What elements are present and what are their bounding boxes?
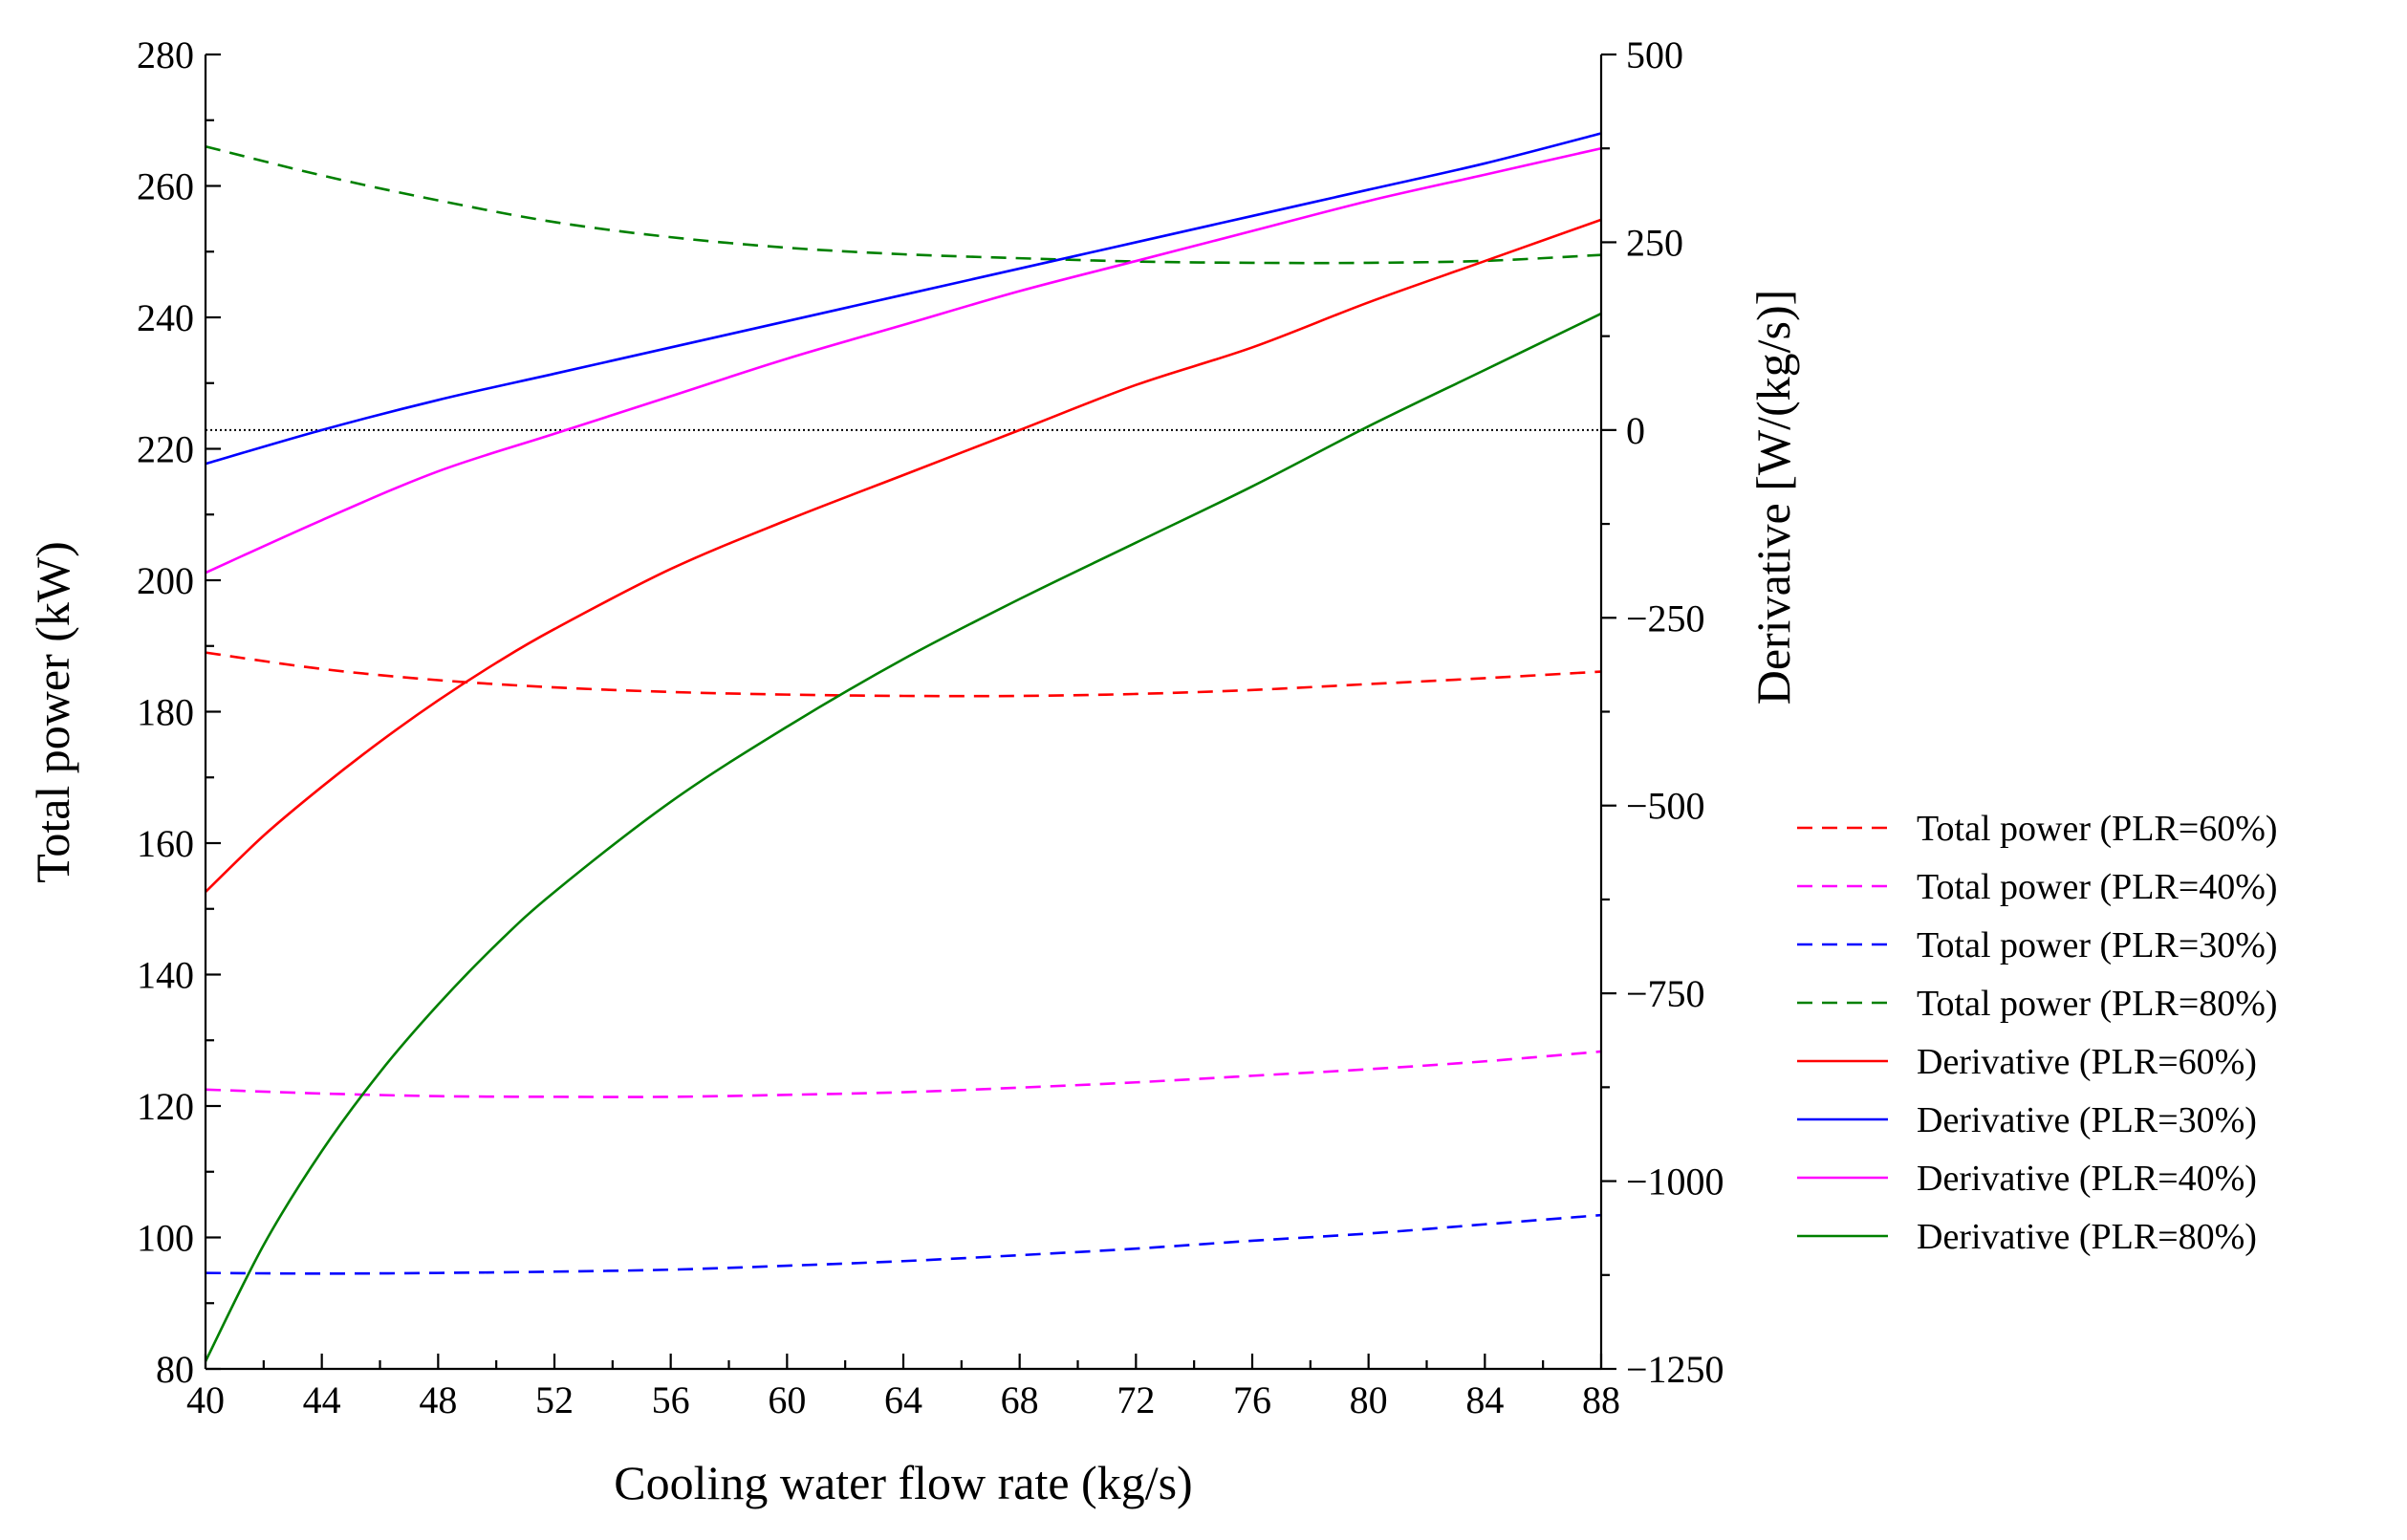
series-layer <box>204 132 1602 1362</box>
series-line-total-power-plr-60 <box>205 651 1602 698</box>
x-tick-label: 80 <box>1350 1378 1388 1421</box>
series-line-derivative-plr-80 <box>204 312 1602 1362</box>
y-left-axis-title: Total power (kW) <box>26 541 79 882</box>
y-right-tick-label: −1000 <box>1626 1160 1724 1204</box>
x-axis-title: Cooling water flow rate (kg/s) <box>614 1456 1192 1509</box>
y-right-tick-label: −500 <box>1626 785 1705 828</box>
x-tick-label: 88 <box>1582 1378 1620 1421</box>
y-right-tick-label: −250 <box>1626 596 1705 640</box>
series-line-derivative-plr-40 <box>205 146 1602 575</box>
series-line-total-power-plr-30 <box>205 1213 1602 1275</box>
legend-label: Derivative (PLR=80%) <box>1917 1217 2257 1257</box>
x-tick-label: 84 <box>1465 1378 1504 1421</box>
x-ticks: 40 44 48 52 56 60 64 68 72 76 80 84 88 <box>186 1354 1620 1421</box>
series-line-total-power-plr-40 <box>205 1050 1602 1098</box>
x-tick-label: 72 <box>1117 1378 1155 1421</box>
series-line-derivative-plr-30 <box>205 132 1602 466</box>
y-left-tick-label: 220 <box>137 428 194 471</box>
legend-label: Total power (PLR=80%) <box>1917 984 2278 1024</box>
y-right-tick-label: 0 <box>1626 409 1645 452</box>
y-left-ticks: 80 100 120 140 160 180 200 220 240 260 280 <box>137 33 221 1391</box>
y-right-tick-label: 250 <box>1626 221 1683 264</box>
y-left-tick-label: 80 <box>156 1348 194 1391</box>
legend-label: Total power (PLR=60%) <box>1917 809 2278 849</box>
y-left-tick-label: 260 <box>137 165 194 208</box>
legend-label: Total power (PLR=30%) <box>1917 925 2278 965</box>
x-tick-label: 56 <box>652 1378 690 1421</box>
y-left-tick-label: 180 <box>137 691 194 734</box>
legend-label: Derivative (PLR=40%) <box>1917 1159 2257 1199</box>
y-left-tick-label: 140 <box>137 954 194 997</box>
x-tick-label: 64 <box>884 1378 922 1421</box>
x-tick-label: 60 <box>768 1378 806 1421</box>
y-left-tick-label: 280 <box>137 33 194 76</box>
x-tick-label: 76 <box>1233 1378 1271 1421</box>
x-tick-label: 48 <box>419 1378 457 1421</box>
y-right-ticks: −1250 −1000 −750 −500 −250 0 250 500 <box>1601 33 1724 1391</box>
y-right-axis-title: Derivative [W/(kg/s)] <box>1746 290 1800 705</box>
y-left-tick-label: 120 <box>137 1085 194 1128</box>
legend-label: Derivative (PLR=60%) <box>1917 1042 2257 1082</box>
y-left-tick-label: 200 <box>137 559 194 602</box>
y-right-tick-label: −750 <box>1626 972 1705 1015</box>
x-tick-label: 68 <box>1001 1378 1039 1421</box>
x-tick-label: 52 <box>535 1378 574 1421</box>
y-right-tick-label: 500 <box>1626 33 1683 76</box>
y-left-tick-label: 160 <box>137 822 194 865</box>
y-left-tick-label: 240 <box>137 296 194 339</box>
legend-label: Total power (PLR=40%) <box>1917 867 2278 907</box>
x-tick-label: 44 <box>303 1378 341 1421</box>
x-tick-label: 40 <box>186 1378 225 1421</box>
legend: Total power (PLR=60%) Total power (PLR=40… <box>1797 809 2278 1257</box>
series-line-derivative-plr-60 <box>205 218 1602 894</box>
y-right-tick-label: −1250 <box>1626 1348 1724 1391</box>
y-left-tick-label: 100 <box>137 1217 194 1260</box>
axes <box>204 54 1603 1371</box>
legend-label: Derivative (PLR=30%) <box>1917 1100 2257 1140</box>
series-line-total-power-plr-80 <box>205 144 1602 265</box>
